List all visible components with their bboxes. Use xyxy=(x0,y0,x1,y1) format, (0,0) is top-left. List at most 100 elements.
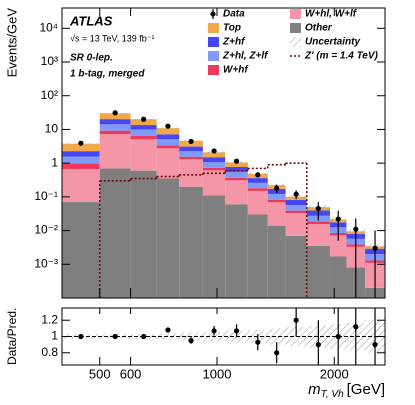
ratio-point xyxy=(78,333,84,340)
experiment: ATLAS xyxy=(69,13,113,28)
x-tick-label: 600 xyxy=(120,366,142,381)
x-label-symbol: m xyxy=(308,381,321,398)
ratio-point xyxy=(335,333,341,340)
legend-label: W+hf xyxy=(223,65,249,76)
stack-segment xyxy=(156,145,180,149)
stack-segment xyxy=(130,139,157,171)
stack-segment xyxy=(247,214,268,298)
legend-swatch xyxy=(290,37,301,47)
stack-segment xyxy=(130,119,157,126)
stack-segment xyxy=(62,151,100,157)
stack-segment xyxy=(285,213,307,236)
ratio-point xyxy=(274,350,280,356)
stack-segment xyxy=(247,188,268,191)
stack-segment xyxy=(225,204,248,298)
stack-segment xyxy=(247,190,268,215)
ratio-y-tick-label: 0.8 xyxy=(41,345,58,359)
stack-segment xyxy=(285,235,307,298)
y-tick-label: 10² xyxy=(41,88,58,102)
ratio-point xyxy=(141,333,147,340)
data-point xyxy=(188,138,194,145)
stack-segment xyxy=(225,177,248,181)
energy-label: √s = 13 TeV, 139 fb⁻¹ xyxy=(70,33,155,43)
legend-label: Other xyxy=(305,23,333,34)
stack-segment xyxy=(156,148,180,179)
stack-segment xyxy=(202,152,226,158)
ratio-plot xyxy=(62,308,385,365)
x-tick-label: 500 xyxy=(89,366,111,381)
data-point xyxy=(315,205,321,212)
x-label-subscript: T, Vh xyxy=(321,389,344,400)
ratio-point xyxy=(233,328,240,334)
stack-segment xyxy=(179,146,203,152)
legend-label: Data xyxy=(223,9,245,20)
ratio-point xyxy=(255,339,261,345)
stack-segment xyxy=(62,202,100,298)
stack-segment xyxy=(202,157,226,163)
ratio-point xyxy=(211,328,217,334)
legend-swatch xyxy=(208,65,219,75)
stack-segment xyxy=(99,168,131,298)
stack-segment xyxy=(306,224,330,246)
stack-segment xyxy=(62,143,100,152)
legend-label: Uncertainty xyxy=(305,37,360,48)
y-tick-label: 10³ xyxy=(41,54,58,68)
stack-segment xyxy=(267,199,286,203)
stack-segment xyxy=(99,124,131,131)
y-tick-label: 1 xyxy=(51,155,58,169)
x-tick-label: 2000 xyxy=(320,366,349,381)
data-point xyxy=(274,185,280,191)
x-tick-label: 1000 xyxy=(203,366,232,381)
stack-segment xyxy=(247,178,268,183)
legend-data-dot xyxy=(210,11,216,17)
ratio-point xyxy=(315,342,321,348)
ratio-point xyxy=(372,342,378,348)
ratio-uncertainty xyxy=(267,328,286,345)
stack-segment xyxy=(99,119,131,125)
stack-segment xyxy=(225,180,248,205)
legend-label: Top xyxy=(223,23,241,34)
axes xyxy=(61,7,386,366)
y-tick-label: 10⁻¹ xyxy=(34,189,58,203)
data-point xyxy=(233,158,240,164)
data-point xyxy=(112,110,118,116)
data-point xyxy=(141,116,147,122)
data-point xyxy=(211,148,217,154)
stack-segment xyxy=(285,205,307,211)
stack-segment xyxy=(179,186,203,298)
data-point xyxy=(165,123,171,129)
stack-segment xyxy=(329,235,347,257)
ratio-point xyxy=(293,317,299,323)
stack-segment xyxy=(306,221,330,225)
stack-segment xyxy=(179,159,203,187)
y-tick-label: 10 xyxy=(45,122,59,136)
y-tick-label: 10⁻² xyxy=(34,223,58,237)
x-label-unit: [GeV] xyxy=(347,381,385,398)
stack-segment xyxy=(156,128,180,135)
ratio-y-tick-label: 1 xyxy=(51,329,58,343)
stack-segment xyxy=(247,182,268,189)
y-axis-label: Events/GeV xyxy=(4,8,19,78)
stack-segment xyxy=(267,193,286,200)
stack-segment xyxy=(179,156,203,160)
stack-segment xyxy=(62,156,100,164)
stack-segment xyxy=(202,195,226,298)
selection: 1 b-tag, merged xyxy=(70,69,145,80)
y-tick-label: 10⁻³ xyxy=(34,256,58,270)
stack-segment xyxy=(267,225,286,298)
legend-swatch xyxy=(208,23,219,33)
stack-segment xyxy=(99,130,131,135)
stack-segment xyxy=(156,139,180,146)
stack-segment xyxy=(225,162,248,167)
stack-segment xyxy=(202,170,226,196)
stack-segment xyxy=(99,113,131,120)
x-axis-label: mT, Vh [GeV] xyxy=(308,381,385,400)
legend-swatch xyxy=(290,9,301,19)
stack-segment xyxy=(225,166,248,172)
legend-swatch xyxy=(208,37,219,47)
stack-segment xyxy=(225,171,248,178)
stack-segment xyxy=(202,167,226,171)
legend-label: Z+hf xyxy=(222,37,246,48)
main-frame xyxy=(61,7,386,299)
